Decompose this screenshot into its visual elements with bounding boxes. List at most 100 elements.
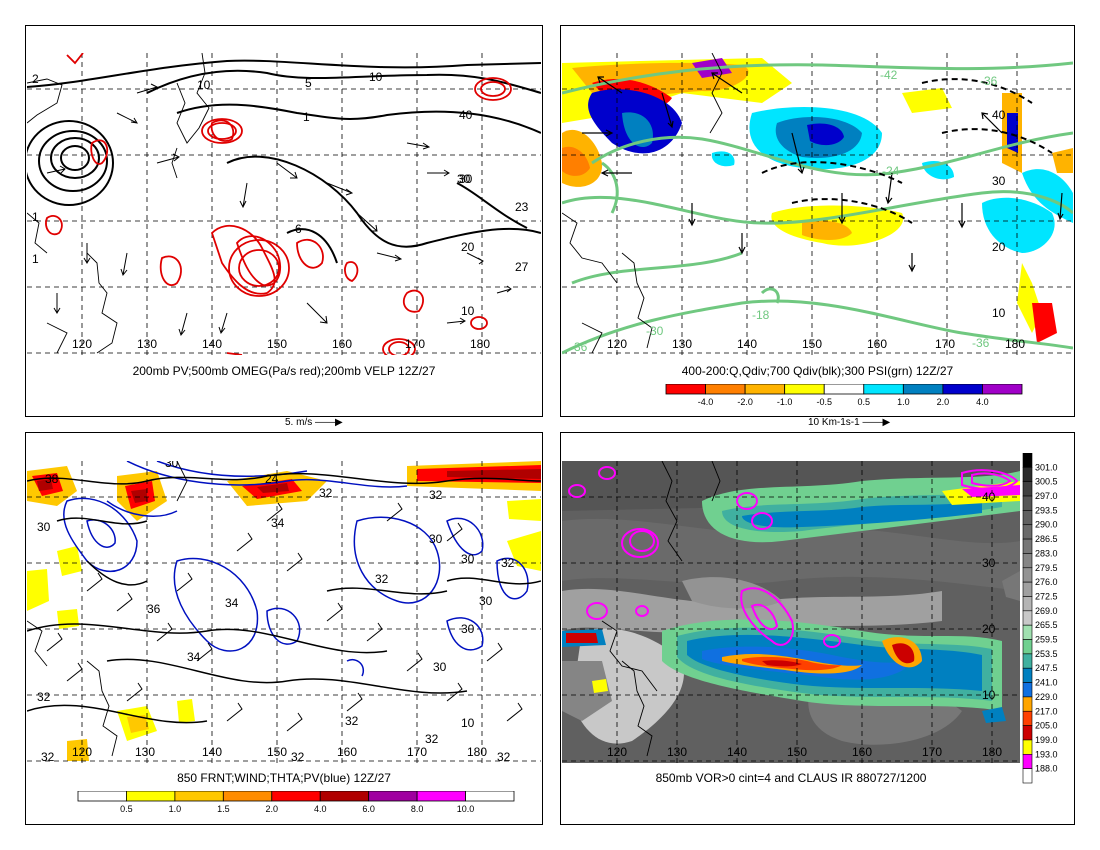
lat-label: 40 (992, 108, 1006, 122)
contour-label: 30 (37, 520, 51, 534)
colorbar-swatch (1022, 567, 1033, 583)
contour-label: 30 (433, 660, 447, 674)
lon-label: 130 (137, 337, 157, 351)
colorbar-label: 293.5 (1035, 505, 1058, 515)
panel-ir-vorticity: 40 30 20 10 120 130 140 150 160 170 180 … (560, 432, 1075, 825)
contour-label: 6 (295, 222, 302, 236)
colorbar-label: 188.0 (1035, 764, 1058, 774)
lon-label: 170 (407, 745, 427, 759)
contour-label: 2 (32, 72, 39, 86)
map-panel-2: -42 -36 -24 -18 -30 -36 -36 40 30 20 10 … (562, 53, 1073, 355)
lon-label: 120 (607, 745, 627, 759)
colorbar-label: 247.5 (1035, 663, 1058, 673)
map-panel-1-svg: 2 10 5 10 1 30 23 20 27 10 1 1 6 40 30 1… (27, 53, 541, 355)
lon-label: 150 (267, 745, 287, 759)
reference-vector-1: 5. m/s ——▶ (285, 417, 343, 428)
coastline (27, 53, 210, 354)
colorbar-label: 253.5 (1035, 649, 1058, 659)
contour-label: 20 (461, 240, 475, 254)
lat-label: 30 (459, 172, 473, 186)
qdiv700-contours (761, 78, 1053, 224)
colorbar-swatch (368, 791, 418, 802)
reference-vector-label: 5. m/s (285, 417, 313, 428)
colorbar-swatch (863, 384, 904, 395)
colorbar-label: 1.0 (897, 397, 910, 407)
lon-label: 150 (787, 745, 807, 759)
map-panel-4: 40 30 20 10 120 130 140 150 160 170 180 (562, 461, 1020, 763)
velocity-vectors (46, 83, 512, 337)
contour-label: 34 (187, 650, 201, 664)
panel-frontogenesis: 30 38 24 32 30 30 34 32 36 34 32 30 30 3… (25, 432, 543, 825)
contour-label: 30 (429, 532, 443, 546)
colorbar-swatch (222, 791, 273, 802)
lat-label: 30 (982, 556, 996, 570)
lat-label: 10 (992, 306, 1006, 320)
colorbar-swatch (1022, 639, 1033, 655)
colorbar-label: 193.0 (1035, 749, 1058, 759)
contour-label: -30 (646, 324, 664, 338)
coastline (562, 53, 723, 354)
contour-label: -36 (972, 336, 990, 350)
colorbar-swatch (784, 384, 825, 395)
lon-label: 150 (802, 337, 822, 351)
contour-label: 10 (369, 70, 383, 84)
colorbar-swatch (416, 791, 466, 802)
colorbar-panel-3: 0.5 1.0 1.5 2.0 4.0 6.0 8.0 10.0 (77, 791, 515, 814)
colorbar-swatch (1022, 710, 1033, 726)
lon-label: 180 (470, 337, 490, 351)
contour-label: 36 (147, 602, 161, 616)
reference-vector-label: 10 Km-1s-1 (808, 417, 860, 428)
colorbar-label: 4.0 (976, 397, 989, 407)
contour-label: 32 (345, 714, 359, 728)
colorbar-swatch (174, 791, 224, 802)
lat-label: 10 (982, 688, 996, 702)
colorbar-label: 286.5 (1035, 534, 1058, 544)
colorbar-swatch (1022, 667, 1033, 683)
colorbar-label: 229.0 (1035, 692, 1058, 702)
lon-label: 180 (982, 745, 1002, 759)
map-panel-1: 2 10 5 10 1 30 23 20 27 10 1 1 6 40 30 1… (27, 53, 541, 355)
panel-q-vector: -42 -36 -24 -18 -30 -36 -36 40 30 20 10 … (560, 25, 1075, 417)
lon-label: 130 (667, 745, 687, 759)
colorbar-swatch (1022, 596, 1033, 612)
omega-contours (45, 53, 512, 355)
colorbar-label: 279.5 (1035, 563, 1058, 573)
lon-label: 120 (607, 337, 627, 351)
colorbar-label: 2.0 (937, 397, 950, 407)
colorbar-label: 290.0 (1035, 520, 1058, 530)
colorbar-label: 2.0 (266, 804, 279, 814)
map-panel-3: 30 38 24 32 30 30 34 32 36 34 32 30 30 3… (27, 461, 541, 763)
colorbar-swatch (1022, 553, 1033, 569)
colorbar-label: 241.0 (1035, 678, 1058, 688)
colorbar-label: 199.0 (1035, 735, 1058, 745)
contour-label: 32 (319, 486, 333, 500)
colorbar-label: 1.5 (217, 804, 230, 814)
contour-label: 1 (303, 110, 310, 124)
colorbar-label: 301.0 (1035, 462, 1058, 472)
colorbar-label: 283.0 (1035, 548, 1058, 558)
contour-label: 32 (37, 690, 51, 704)
colorbar-swatch (1022, 510, 1033, 526)
colorbar-panel-2: -4.0 -2.0 -1.0 -0.5 0.5 1.0 2.0 4.0 (665, 384, 1023, 407)
colorbar-swatch (1022, 653, 1033, 669)
lon-label: 160 (867, 337, 887, 351)
arrow-right-icon: ——▶ (315, 417, 343, 428)
lon-label: 140 (727, 745, 747, 759)
colorbar-label: -4.0 (698, 397, 714, 407)
colorbar-swatch (126, 791, 176, 802)
map-panel-3-svg: 30 38 24 32 30 30 34 32 36 34 32 30 30 3… (27, 461, 541, 763)
colorbar-swatch (1022, 481, 1033, 497)
colorbar-swatch (823, 384, 865, 395)
lon-label: 140 (202, 337, 222, 351)
colorbar-label: 276.0 (1035, 577, 1058, 587)
contour-label: 30 (457, 172, 471, 186)
contour-label: 10 (197, 78, 211, 92)
lon-label: 140 (737, 337, 757, 351)
colorbar-swatch (1022, 754, 1033, 769)
colorbar-swatch (1022, 610, 1033, 626)
colorbar-swatch (1022, 725, 1033, 741)
lon-label: 160 (337, 745, 357, 759)
coastline (27, 461, 188, 757)
contour-label: -24 (882, 164, 900, 178)
contour-label: 30 (461, 622, 475, 636)
